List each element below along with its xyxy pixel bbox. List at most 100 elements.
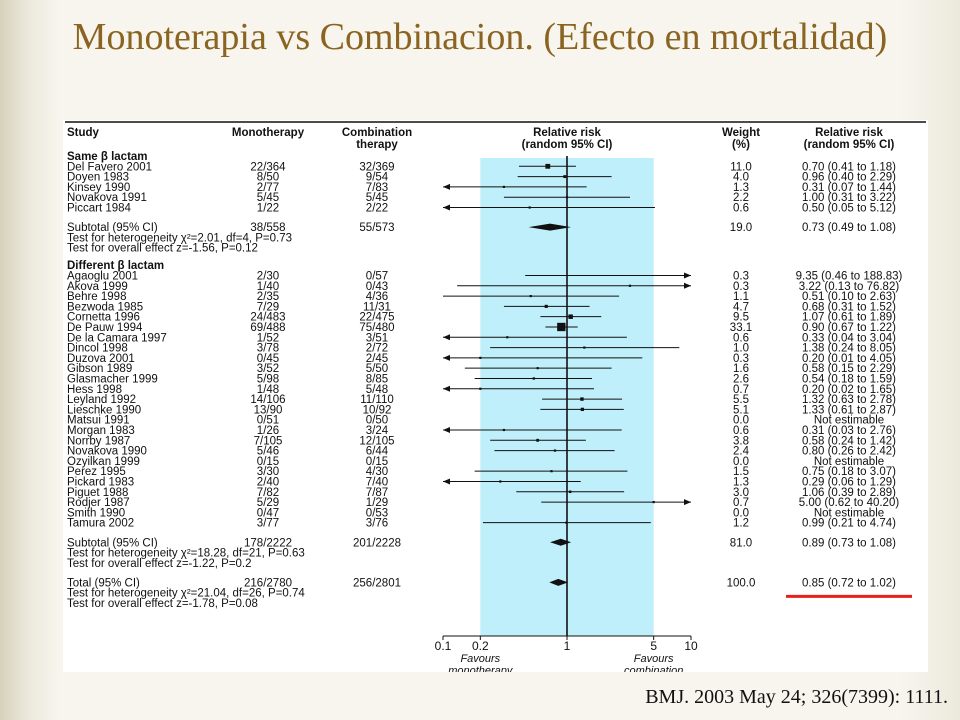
subtotal-mono: 38/558 [250, 222, 285, 234]
combo-events: 2/22 [366, 203, 388, 215]
subtotal-label: Subtotal (95% CI) [67, 222, 158, 234]
mono-events: 3/78 [257, 343, 279, 355]
point-estimate [545, 163, 551, 169]
header-weight: Weight [722, 127, 760, 139]
study-weight: 1.1 [733, 291, 749, 303]
study-name: Matsui 1991 [67, 415, 130, 427]
combo-events: 22/475 [359, 312, 394, 324]
header-combination: therapy [356, 139, 398, 151]
mono-events: 22/364 [250, 161, 286, 173]
ci-arrow-left [443, 183, 450, 190]
point-estimate [502, 428, 506, 432]
study-weight: 0.6 [733, 425, 749, 437]
point-estimate [580, 407, 584, 412]
study-ci-text: 0.58 (0.15 to 2.29) [802, 363, 896, 375]
study-weight: 0.3 [733, 353, 749, 365]
overall-effect-test: Test for overall effect z=-1.56, P=0.12 [67, 243, 258, 255]
pooled-diamond [549, 578, 569, 586]
combo-events: 5/45 [366, 192, 388, 204]
study-ci-text: 0.99 (0.21 to 4.74) [802, 518, 896, 530]
study-name: Pickard 1983 [67, 476, 134, 488]
point-estimate [628, 284, 632, 287]
study-name: Perez 1995 [67, 466, 126, 478]
study-ci-text: 0.20 (0.01 to 4.05) [802, 353, 896, 365]
study-weight: 3.8 [733, 435, 749, 447]
study-name: Duzova 2001 [67, 353, 135, 365]
ci-arrow-left [443, 204, 450, 211]
combo-events: 0/43 [366, 281, 388, 293]
study-ci-text: 0.96 (0.40 to 2.29) [802, 172, 896, 184]
ci-arrow-left [443, 334, 450, 341]
x-tick-label: 5 [650, 639, 657, 653]
study-name: Doyen 1983 [67, 172, 129, 184]
study-weight: 0.7 [733, 384, 749, 396]
mono-events: 8/50 [257, 172, 279, 184]
subtotal-weight: 81.0 [730, 537, 752, 549]
combo-events: 10/92 [363, 404, 392, 416]
mono-events: 1/22 [257, 203, 279, 215]
study-ci-text: Not estimable [814, 456, 884, 468]
study-name: Dincol 1998 [67, 343, 128, 355]
mono-events: 7/29 [257, 301, 279, 313]
combo-events: 11/31 [363, 301, 391, 313]
point-estimate [536, 367, 539, 370]
combo-events: 5/50 [366, 363, 388, 375]
combo-events: 7/83 [366, 182, 388, 194]
study-ci-text: 1.07 (0.61 to 1.89) [802, 312, 896, 324]
study-weight: 0.7 [733, 497, 749, 509]
combo-events: 7/87 [366, 487, 388, 499]
subtotal-ci-text: 0.89 (0.73 to 1.08) [802, 537, 896, 549]
study-weight: 1.3 [733, 476, 749, 488]
mono-events: 1/52 [257, 332, 279, 344]
subtotal-label: Subtotal (95% CI) [67, 537, 158, 549]
point-estimate [568, 490, 572, 494]
study-ci-text: 0.20 (0.02 to 1.65) [802, 384, 896, 396]
combo-events: 2/72 [366, 343, 388, 355]
point-estimate [553, 449, 557, 452]
combo-events: 8/85 [366, 373, 388, 385]
x-tick-label: 10 [684, 639, 698, 653]
study-weight: 0.6 [733, 332, 749, 344]
pooled-diamond [550, 538, 572, 546]
point-estimate [479, 356, 482, 359]
combo-events: 32/369 [359, 161, 394, 173]
study-name: Del Favero 2001 [67, 161, 152, 173]
header-monotherapy: Monotherapy [232, 127, 305, 139]
combo-events: 6/44 [366, 446, 389, 458]
study-name: Akova 1999 [67, 281, 128, 293]
study-name: Norrby 1987 [67, 435, 130, 447]
study-ci-text: 0.51 (0.10 to 2.63) [802, 291, 896, 303]
slide-title: Monoterapia vs Combinacion. (Efecto en m… [72, 16, 888, 58]
x-tick-label: 0.1 [435, 639, 452, 653]
mono-events: 5/45 [257, 192, 279, 204]
study-name: Novakova 1990 [67, 446, 147, 458]
point-estimate [506, 336, 509, 339]
mono-events: 2/30 [257, 270, 279, 282]
mono-events: 0/47 [257, 507, 279, 519]
study-weight: 0.3 [733, 281, 749, 293]
study-name: Leyland 1992 [67, 394, 136, 406]
point-estimate [652, 500, 655, 504]
study-name: De Pauw 1994 [67, 322, 143, 334]
mono-events: 2/35 [257, 291, 279, 303]
study-ci-text: 0.50 (0.05 to 5.12) [802, 203, 896, 215]
ci-arrow-right [684, 282, 691, 289]
mono-events: 5/29 [257, 497, 279, 509]
point-estimate [536, 438, 540, 442]
study-name: Morgan 1983 [67, 425, 135, 437]
mono-events: 13/90 [254, 404, 283, 416]
point-estimate [686, 274, 689, 277]
study-name: Glasmacher 1999 [67, 373, 158, 385]
study-name: Bezwoda 1985 [67, 301, 143, 313]
study-weight: 2.4 [733, 446, 750, 458]
study-weight: 9.5 [733, 312, 749, 324]
study-ci-text: Not estimable [814, 507, 884, 519]
study-ci-text: 0.70 (0.41 to 1.18) [802, 161, 896, 173]
group-title: Same β lactam [67, 151, 148, 163]
study-weight: 2.2 [733, 192, 749, 204]
study-weight: 11.0 [730, 161, 752, 173]
heterogeneity-test: Test for heterogeneity χ²=18.28, df=21, … [67, 548, 305, 560]
point-estimate [580, 397, 584, 401]
study-weight: 5.1 [733, 404, 749, 416]
